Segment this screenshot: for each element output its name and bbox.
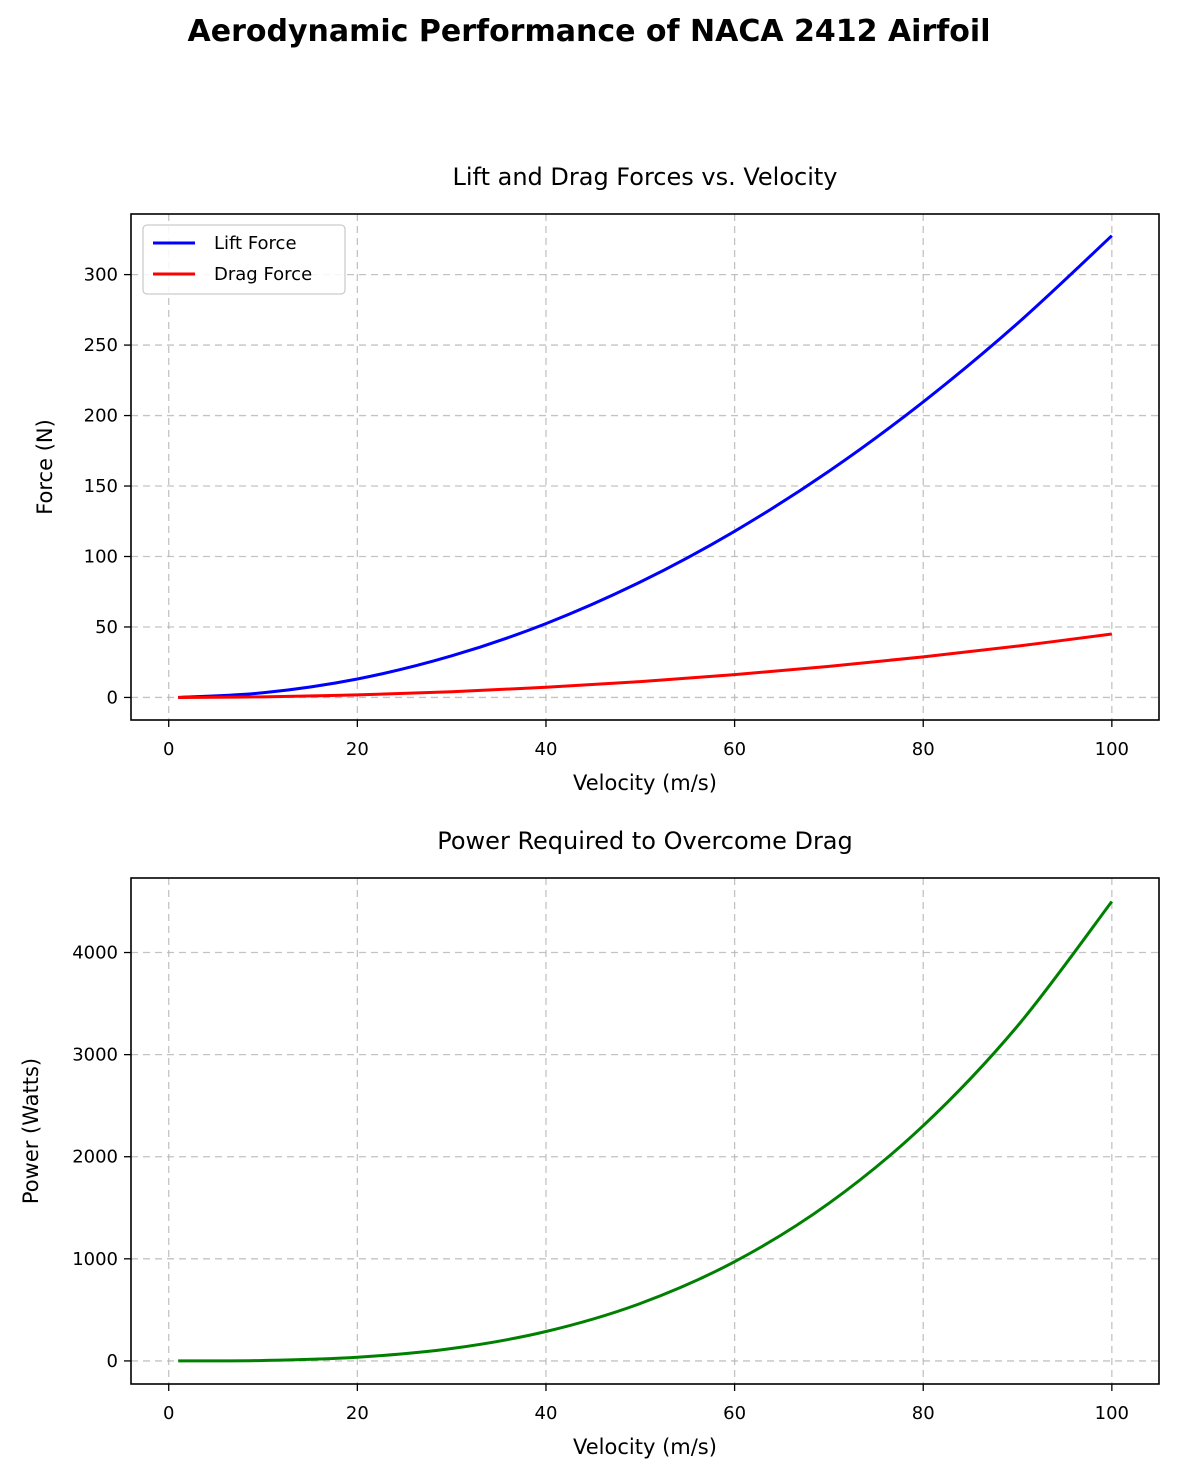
figure-title: Aerodynamic Performance of NACA 2412 Air… xyxy=(187,14,991,49)
chart1-axes-frame xyxy=(130,213,1160,721)
chart1-y-tick-label: 50 xyxy=(95,617,118,638)
chart1-legend-label-drag-force: Drag Force xyxy=(214,264,312,285)
chart2-x-tick-label: 20 xyxy=(346,1403,369,1424)
chart1-series-lift-force-line xyxy=(178,234,1113,699)
chart2-x-tick-label: 80 xyxy=(912,1403,935,1424)
chart2-y-tick-label: 1000 xyxy=(72,1249,118,1270)
chart1-x-tick-label: 0 xyxy=(163,739,174,760)
chart1-x-tick-label: 40 xyxy=(535,739,558,760)
chart2-x-tick-label: 40 xyxy=(535,1403,558,1424)
chart1-y-tick-label: 300 xyxy=(84,265,118,286)
chart1-x-axis-label: Velocity (m/s) xyxy=(573,771,717,795)
chart2-x-tick-label: 0 xyxy=(163,1403,174,1424)
chart1-y-tick-label: 200 xyxy=(84,406,118,427)
chart1-y-tick-label: 0 xyxy=(107,687,118,708)
chart1-title: Lift and Drag Forces vs. Velocity xyxy=(453,163,838,191)
chart2-y-tick-label: 0 xyxy=(107,1351,118,1372)
chart2-series-power-line xyxy=(178,900,1114,1363)
chart1-x-tick-label: 60 xyxy=(723,739,746,760)
chart2-x-tick-label: 100 xyxy=(1095,1403,1129,1424)
chart2-y-axis-label: Power (Watts) xyxy=(19,1058,43,1204)
chart1-y-tick-label: 100 xyxy=(84,547,118,568)
chart1-y-tick-label: 150 xyxy=(84,476,118,497)
chart2-axes-frame xyxy=(130,877,1160,1385)
chart1-x-tick-label: 100 xyxy=(1095,739,1129,760)
chart2-title: Power Required to Overcome Drag xyxy=(437,827,853,855)
chart1-legend-label-lift-force: Lift Force xyxy=(214,233,297,254)
chart1-x-tick-label: 80 xyxy=(912,739,935,760)
chart1-x-tick-label: 20 xyxy=(346,739,369,760)
chart1-y-tick-label: 250 xyxy=(84,335,118,356)
chart2-y-tick-label: 2000 xyxy=(72,1147,118,1168)
chart2-y-tick-label: 3000 xyxy=(72,1045,118,1066)
chart2-x-axis-label: Velocity (m/s) xyxy=(573,1435,717,1459)
chart2-x-tick-label: 60 xyxy=(723,1403,746,1424)
chart1-series-drag-force-line xyxy=(178,632,1113,699)
chart1-y-axis-label: Force (N) xyxy=(33,419,57,515)
chart2-y-tick-label: 4000 xyxy=(72,943,118,964)
